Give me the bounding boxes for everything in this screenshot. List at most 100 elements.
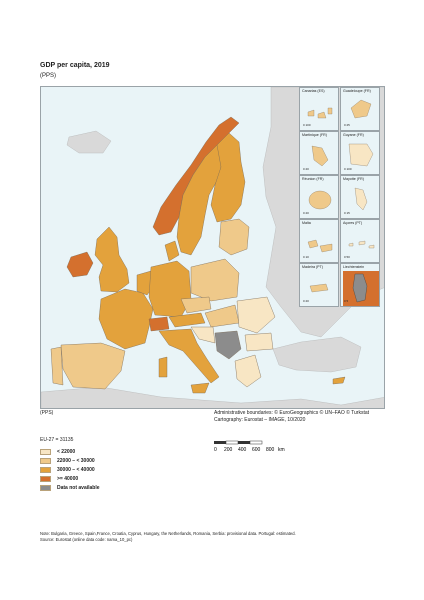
credits-boundaries: Administrative boundaries: © EuroGeograp…	[214, 410, 370, 416]
region-uk	[94, 226, 130, 293]
scale-tick-800: 800	[266, 447, 275, 453]
region-sweden	[176, 144, 224, 256]
inset-madeira-scale: 0 20	[303, 299, 309, 303]
scale-unit: km	[278, 447, 285, 453]
inset-guyane-scale: 0 100	[344, 167, 352, 171]
inset-reunion-scale: 0 20	[303, 211, 309, 215]
inset-guyane: Guyane (FR) 0 100	[340, 131, 380, 175]
inset-guadeloupe-label: Guadeloupe (FR)	[343, 89, 371, 93]
inset-martinique: Martinique (FR) 0 20	[299, 131, 339, 175]
inset-guyane-label: Guyane (FR)	[343, 133, 364, 137]
region-sardinia	[158, 356, 168, 378]
scale-bar: 0 200 400 600 800 km	[214, 440, 314, 456]
region-czechia	[180, 296, 212, 314]
legend-swatch	[40, 448, 51, 455]
footnote-note: Note: Bulgaria, Greece, Spain,France, Cr…	[40, 531, 296, 536]
legend-swatch	[40, 475, 51, 482]
legend-swatch	[40, 466, 51, 473]
region-romania	[236, 296, 276, 334]
europe-map: Canarias (ES) 0 100 Guadeloupe (FR) 0 25…	[40, 86, 385, 409]
region-italy	[158, 328, 220, 384]
scale-tick-0: 0	[214, 447, 217, 453]
inset-reunion-shape	[308, 190, 332, 210]
region-western-balkans	[214, 330, 242, 360]
land-turkey	[272, 336, 362, 373]
region-germany	[148, 260, 192, 318]
inset-canarias-label: Canarias (ES)	[302, 89, 325, 93]
region-sicily	[190, 382, 210, 394]
legend-item: 30000 – < 40000	[40, 465, 100, 474]
inset-malta-scale: 0 10	[303, 255, 309, 259]
inset-malta-label: Malta	[302, 221, 311, 225]
map-title: GDP per capita, 2019	[40, 62, 110, 69]
inset-martinique-shape	[311, 145, 329, 167]
footnote-source: Source: Eurostat (online data code: nama…	[40, 537, 133, 542]
inset-reunion-label: Réunion (FR)	[302, 177, 324, 181]
inset-madeira-label: Madeira (PT)	[302, 265, 323, 269]
legend-label: 22000 – < 30000	[57, 457, 95, 464]
inset-canarias: Canarias (ES) 0 100	[299, 87, 339, 131]
legend-item: Data not available	[40, 483, 100, 492]
land-iceland	[66, 130, 112, 154]
region-poland	[190, 258, 240, 302]
inset-acores: Açores (PT) 0 50	[340, 219, 380, 263]
inset-acores-scale: 0 50	[344, 255, 350, 259]
inset-liechtenstein-label: Liechtenstein	[343, 265, 365, 269]
inset-madeira-shape	[309, 283, 329, 293]
inset-reunion: Réunion (FR) 0 20	[299, 175, 339, 219]
footnote: Note: Bulgaria, Greece, Spain,France, Cr…	[40, 531, 400, 543]
inset-canarias-scale: 0 100	[303, 123, 311, 127]
inset-guadeloupe: Guadeloupe (FR) 0 25	[340, 87, 380, 131]
unit-label: (PPS)	[40, 410, 54, 416]
inset-canarias-shape	[307, 107, 333, 119]
inset-mayotte-shape	[354, 187, 368, 211]
map-subtitle: (PPS)	[40, 73, 57, 79]
inset-guyane-shape	[348, 143, 374, 167]
region-baltics	[218, 218, 250, 256]
legend-item: 22000 – < 30000	[40, 456, 100, 465]
region-cyprus	[332, 376, 346, 385]
legend-label: < 22000	[57, 448, 76, 455]
legend-label: 30000 – < 40000	[57, 466, 95, 473]
legend-label: Data not available	[57, 484, 100, 491]
inset-madeira: Madeira (PT) 0 20	[299, 263, 339, 307]
inset-mayotte-scale: 0 15	[344, 211, 350, 215]
map-credits: Administrative boundaries: © EuroGeograp…	[214, 410, 369, 424]
legend-item: >= 40000	[40, 474, 100, 483]
region-portugal	[50, 346, 64, 386]
scale-bar-graphic: 0 200 400 600 800 km	[214, 440, 285, 453]
inset-liechtenstein-shape	[343, 271, 379, 306]
region-croatia	[190, 326, 216, 344]
scale-tick-600: 600	[252, 447, 261, 453]
region-denmark	[164, 240, 180, 262]
scale-tick-400: 400	[238, 447, 247, 453]
land-north-africa	[41, 386, 384, 408]
region-austria	[168, 312, 206, 328]
inset-guadeloupe-shape	[350, 99, 372, 119]
legend-label: >= 40000	[57, 475, 79, 482]
region-finland	[210, 132, 246, 223]
inset-liechtenstein-scale: 0 5	[344, 299, 349, 303]
inset-malta-shape	[307, 239, 333, 253]
legend: EU-27 = 31135 < 22000 22000 – < 30000 30…	[40, 437, 100, 492]
inset-mayotte-label: Mayotte (FR)	[343, 177, 364, 181]
scale-tick-200: 200	[224, 447, 233, 453]
region-bulgaria	[244, 332, 274, 352]
region-switzerland	[148, 316, 170, 332]
inset-mayotte: Mayotte (FR) 0 15	[340, 175, 380, 219]
credits-cartography: Cartography: Eurostat – IMAGE, 10/2020	[214, 417, 306, 423]
region-spain	[60, 342, 126, 390]
inset-acores-label: Açores (PT)	[343, 221, 363, 225]
legend-eu-average: EU-27 = 31135	[40, 437, 74, 443]
region-france	[98, 288, 154, 350]
legend-swatch	[40, 484, 51, 491]
inset-acores-shape	[348, 240, 375, 249]
inset-martinique-label: Martinique (FR)	[302, 133, 327, 137]
legend-swatch	[40, 457, 51, 464]
region-ireland	[66, 251, 94, 278]
inset-martinique-scale: 0 20	[303, 167, 309, 171]
inset-guadeloupe-scale: 0 25	[344, 123, 350, 127]
inset-liechtenstein: Liechtenstein 0 5	[340, 263, 380, 307]
legend-item: < 22000	[40, 447, 100, 456]
region-greece	[234, 354, 262, 388]
